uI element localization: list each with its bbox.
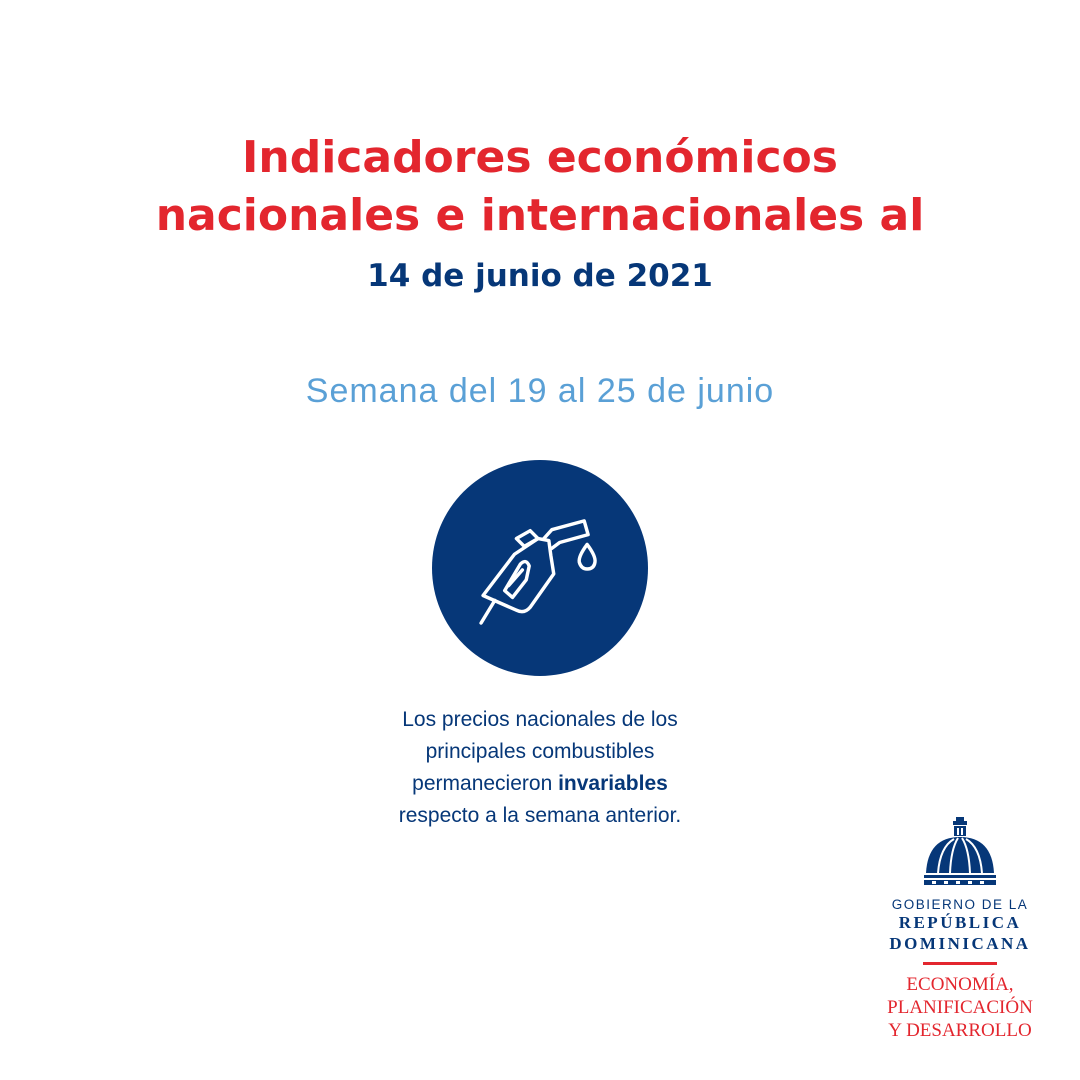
ministry-line-2: PLANIFICACIÓN [887, 997, 1033, 1018]
logo-line-3: DOMINICANA [889, 934, 1031, 953]
body-line: respecto a la semana anterior. [398, 804, 682, 827]
fuel-badge [432, 460, 648, 676]
body-line: permanecieron invariables [0, 768, 1080, 800]
ministry-line-3: Y DESARROLLO [888, 1020, 1032, 1041]
body-line-prefix: permanecieron [412, 772, 559, 795]
fuel-pump-nozzle-icon [479, 519, 597, 625]
logo-line-2: REPÚBLICA [898, 913, 1022, 932]
body-text: Los precios nacionales de los principale… [0, 704, 1080, 832]
highlight-invariables: invariables [558, 772, 668, 795]
title-line-2: nacionales e internacionales al [155, 190, 925, 241]
body-line: principales combustibles [425, 740, 655, 763]
date: 14 de junio de 2021 [367, 258, 713, 294]
week-range: Semana del 19 al 25 de junio [305, 372, 775, 410]
government-logo: GOBIERNO DE LA REPÚBLICA DOMINICANA ECON… [870, 815, 1050, 1042]
dome-icon [924, 817, 996, 885]
body-line: Los precios nacionales de los [402, 708, 678, 731]
title-line-1: Indicadores económicos [242, 132, 838, 183]
logo-divider [923, 962, 997, 965]
logo-line-1: GOBIERNO DE LA [891, 897, 1029, 912]
ministry-line-1: ECONOMÍA, [906, 974, 1014, 995]
